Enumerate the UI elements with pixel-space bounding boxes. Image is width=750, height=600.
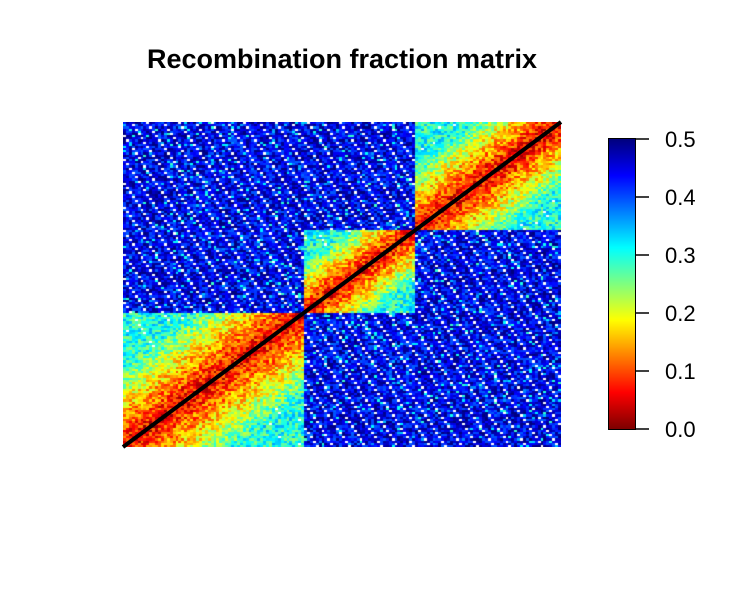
colorbar-axis: 0.0 0.1 0.2 0.3 0.4 0.5 [635, 127, 696, 442]
heatmap-overlay [121, 120, 563, 449]
diagonal-line [121, 120, 563, 449]
colorbar [609, 139, 635, 429]
colorbar-tick-label: 0.0 [665, 417, 696, 442]
chart-title: Recombination fraction matrix [146, 44, 538, 74]
colorbar-tick-label: 0.1 [665, 359, 696, 384]
colorbar-tick-label: 0.2 [665, 301, 696, 326]
colorbar-frame [608, 138, 636, 430]
colorbar-tick-label: 0.5 [665, 127, 696, 152]
colorbar-tick-label: 0.3 [665, 243, 696, 268]
colorbar-tick-label: 0.4 [665, 185, 696, 210]
